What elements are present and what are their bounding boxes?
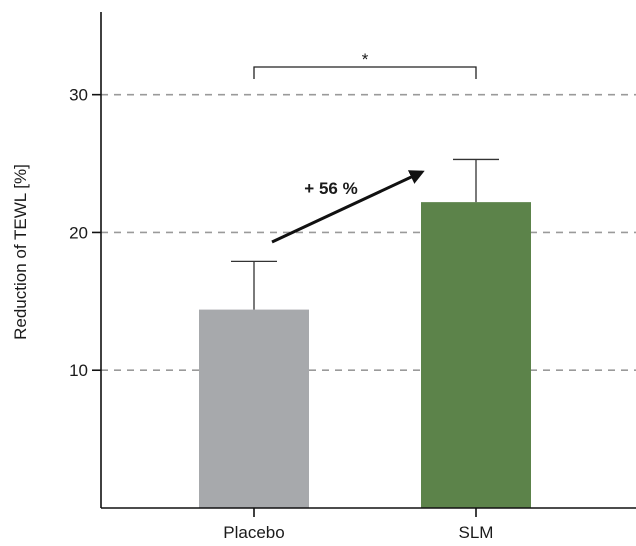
- bracket-line: [253, 66, 477, 79]
- y-tick-label-10: 10: [69, 361, 88, 380]
- bar-slm: [421, 202, 531, 508]
- bars: [199, 202, 531, 508]
- change-label: + 56 %: [304, 179, 357, 198]
- y-axis-label: Reduction of TEWL [%]: [11, 164, 30, 340]
- y-tick-label-30: 30: [69, 86, 88, 105]
- x-tick-label-slm: SLM: [459, 523, 494, 542]
- significance-bracket: [253, 66, 477, 79]
- increase-arrow: [271, 170, 425, 244]
- error-bars: [231, 158, 499, 310]
- x-tick-label-placebo: Placebo: [223, 523, 284, 542]
- y-tick-label-20: 20: [69, 223, 88, 242]
- significance-marker: *: [362, 50, 369, 69]
- axes: [100, 12, 636, 509]
- gridlines: [101, 93, 636, 372]
- x-ticks: Placebo SLM: [223, 508, 493, 542]
- bar-placebo: [199, 309, 309, 508]
- y-ticks: 10 20 30: [69, 86, 101, 380]
